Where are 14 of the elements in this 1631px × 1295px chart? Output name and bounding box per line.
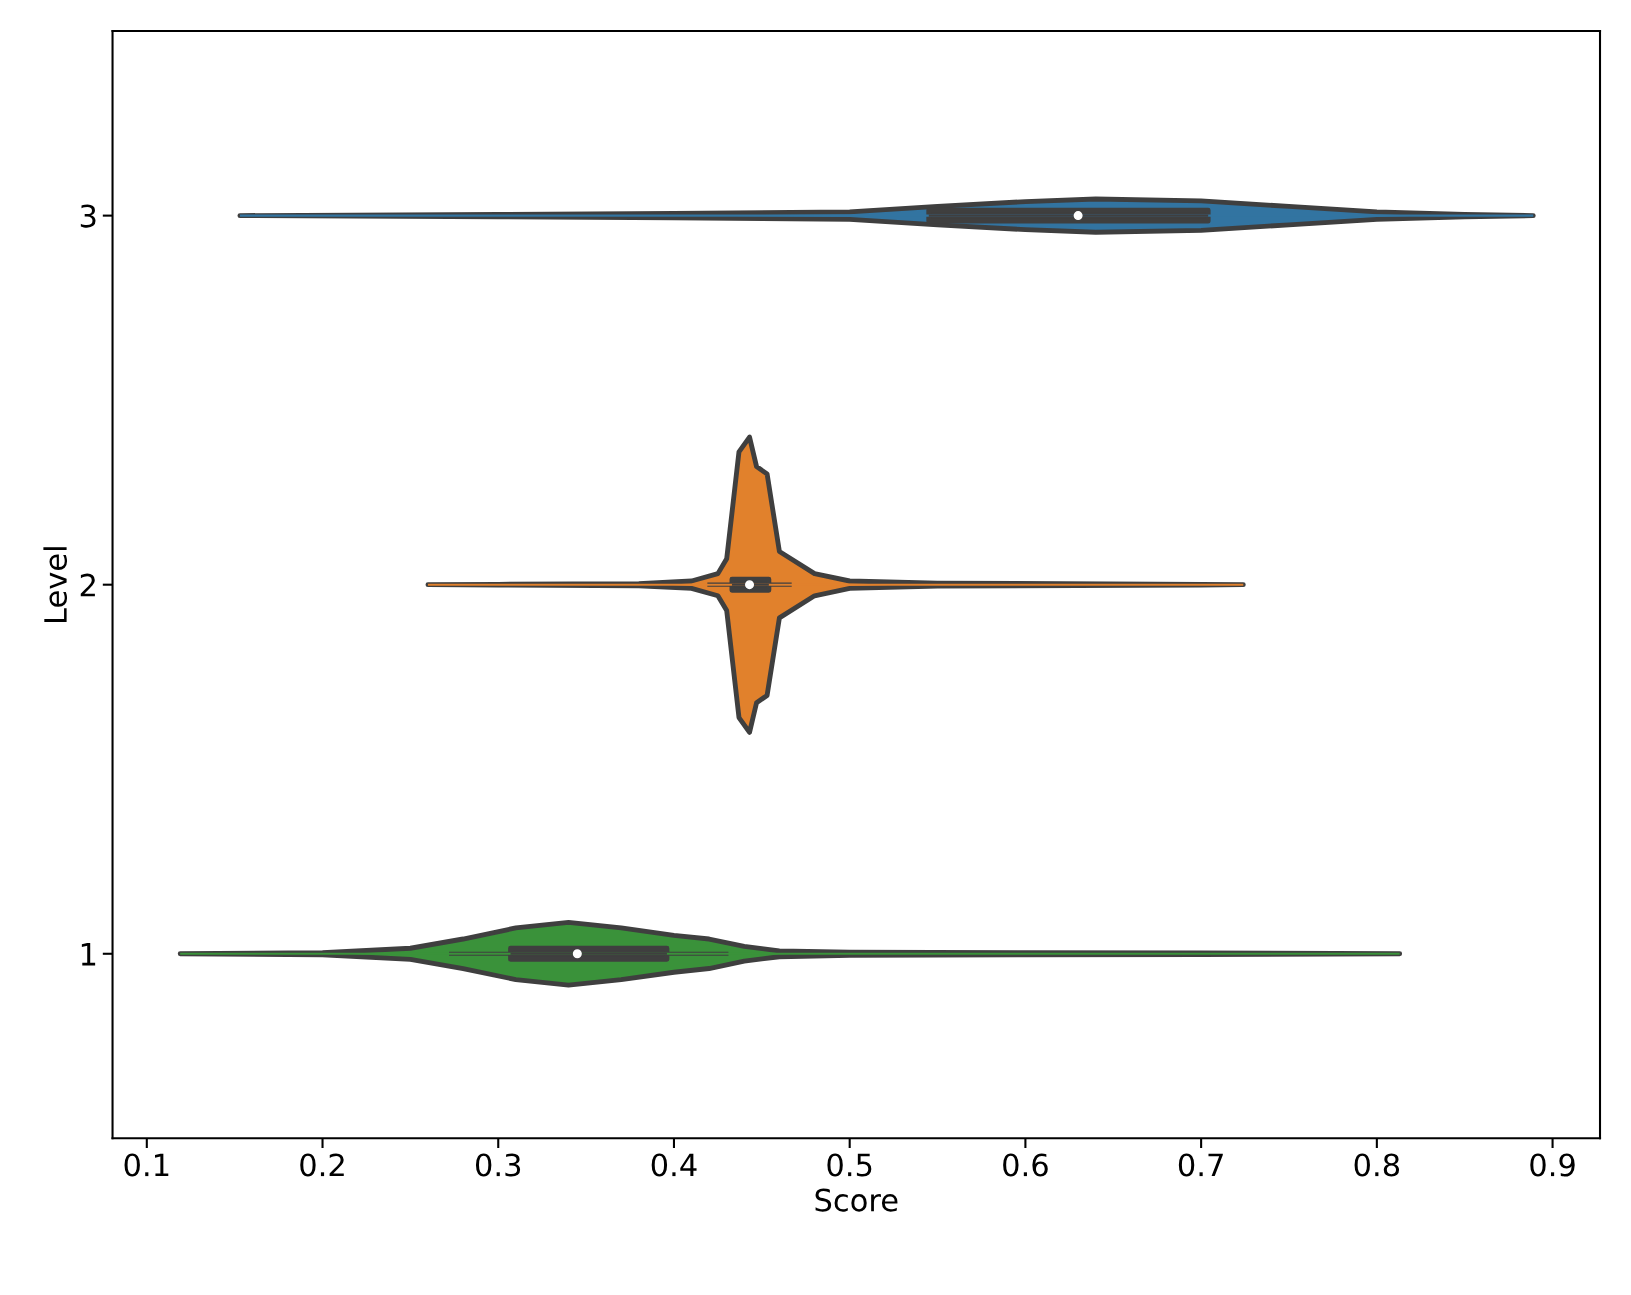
x-tick-label: 0.1 xyxy=(124,1153,169,1177)
x-tick-label: 0.2 xyxy=(300,1153,344,1177)
y-tick-label: 3 xyxy=(80,204,96,228)
x-tick-label: 0.9 xyxy=(1530,1153,1575,1177)
y-axis-title: Level xyxy=(43,547,68,623)
x-axis-title: Score xyxy=(815,1188,898,1212)
x-tick-label: 0.3 xyxy=(475,1153,521,1177)
x-tick-label: 0.8 xyxy=(1354,1153,1400,1177)
x-tick-label: 0.5 xyxy=(827,1153,872,1177)
y-tick-label: 2 xyxy=(80,573,95,597)
y-tick-label: 1 xyxy=(81,943,96,966)
x-tick-label: 0.7 xyxy=(1178,1153,1223,1177)
x-tick-label: 0.4 xyxy=(651,1153,697,1177)
x-tick-label: 0.6 xyxy=(1003,1153,1048,1177)
